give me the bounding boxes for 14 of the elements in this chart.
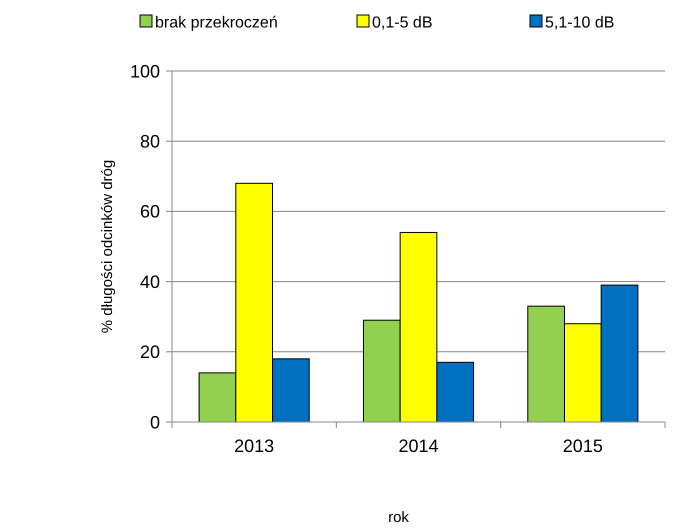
y-tick-label: 0: [150, 412, 160, 432]
y-axis-title: % długości odcinków dróg: [99, 160, 116, 334]
x-tick-label: 2014: [398, 436, 439, 456]
x-tick-label: 2015: [562, 436, 603, 456]
y-tick-label: 80: [140, 132, 160, 152]
x-tick-label: 2013: [234, 436, 274, 456]
y-tick-label: 40: [140, 272, 160, 292]
legend-label: 5,1-10 dB: [545, 14, 614, 32]
y-tick-label: 100: [130, 61, 160, 82]
legend-label: brak przekroczeń: [155, 14, 278, 32]
legend-label: 0,1-5 dB: [372, 14, 432, 32]
x-axis-title: rok: [388, 509, 410, 526]
y-tick-label: 20: [140, 342, 160, 362]
y-tick-label: 60: [140, 202, 160, 222]
